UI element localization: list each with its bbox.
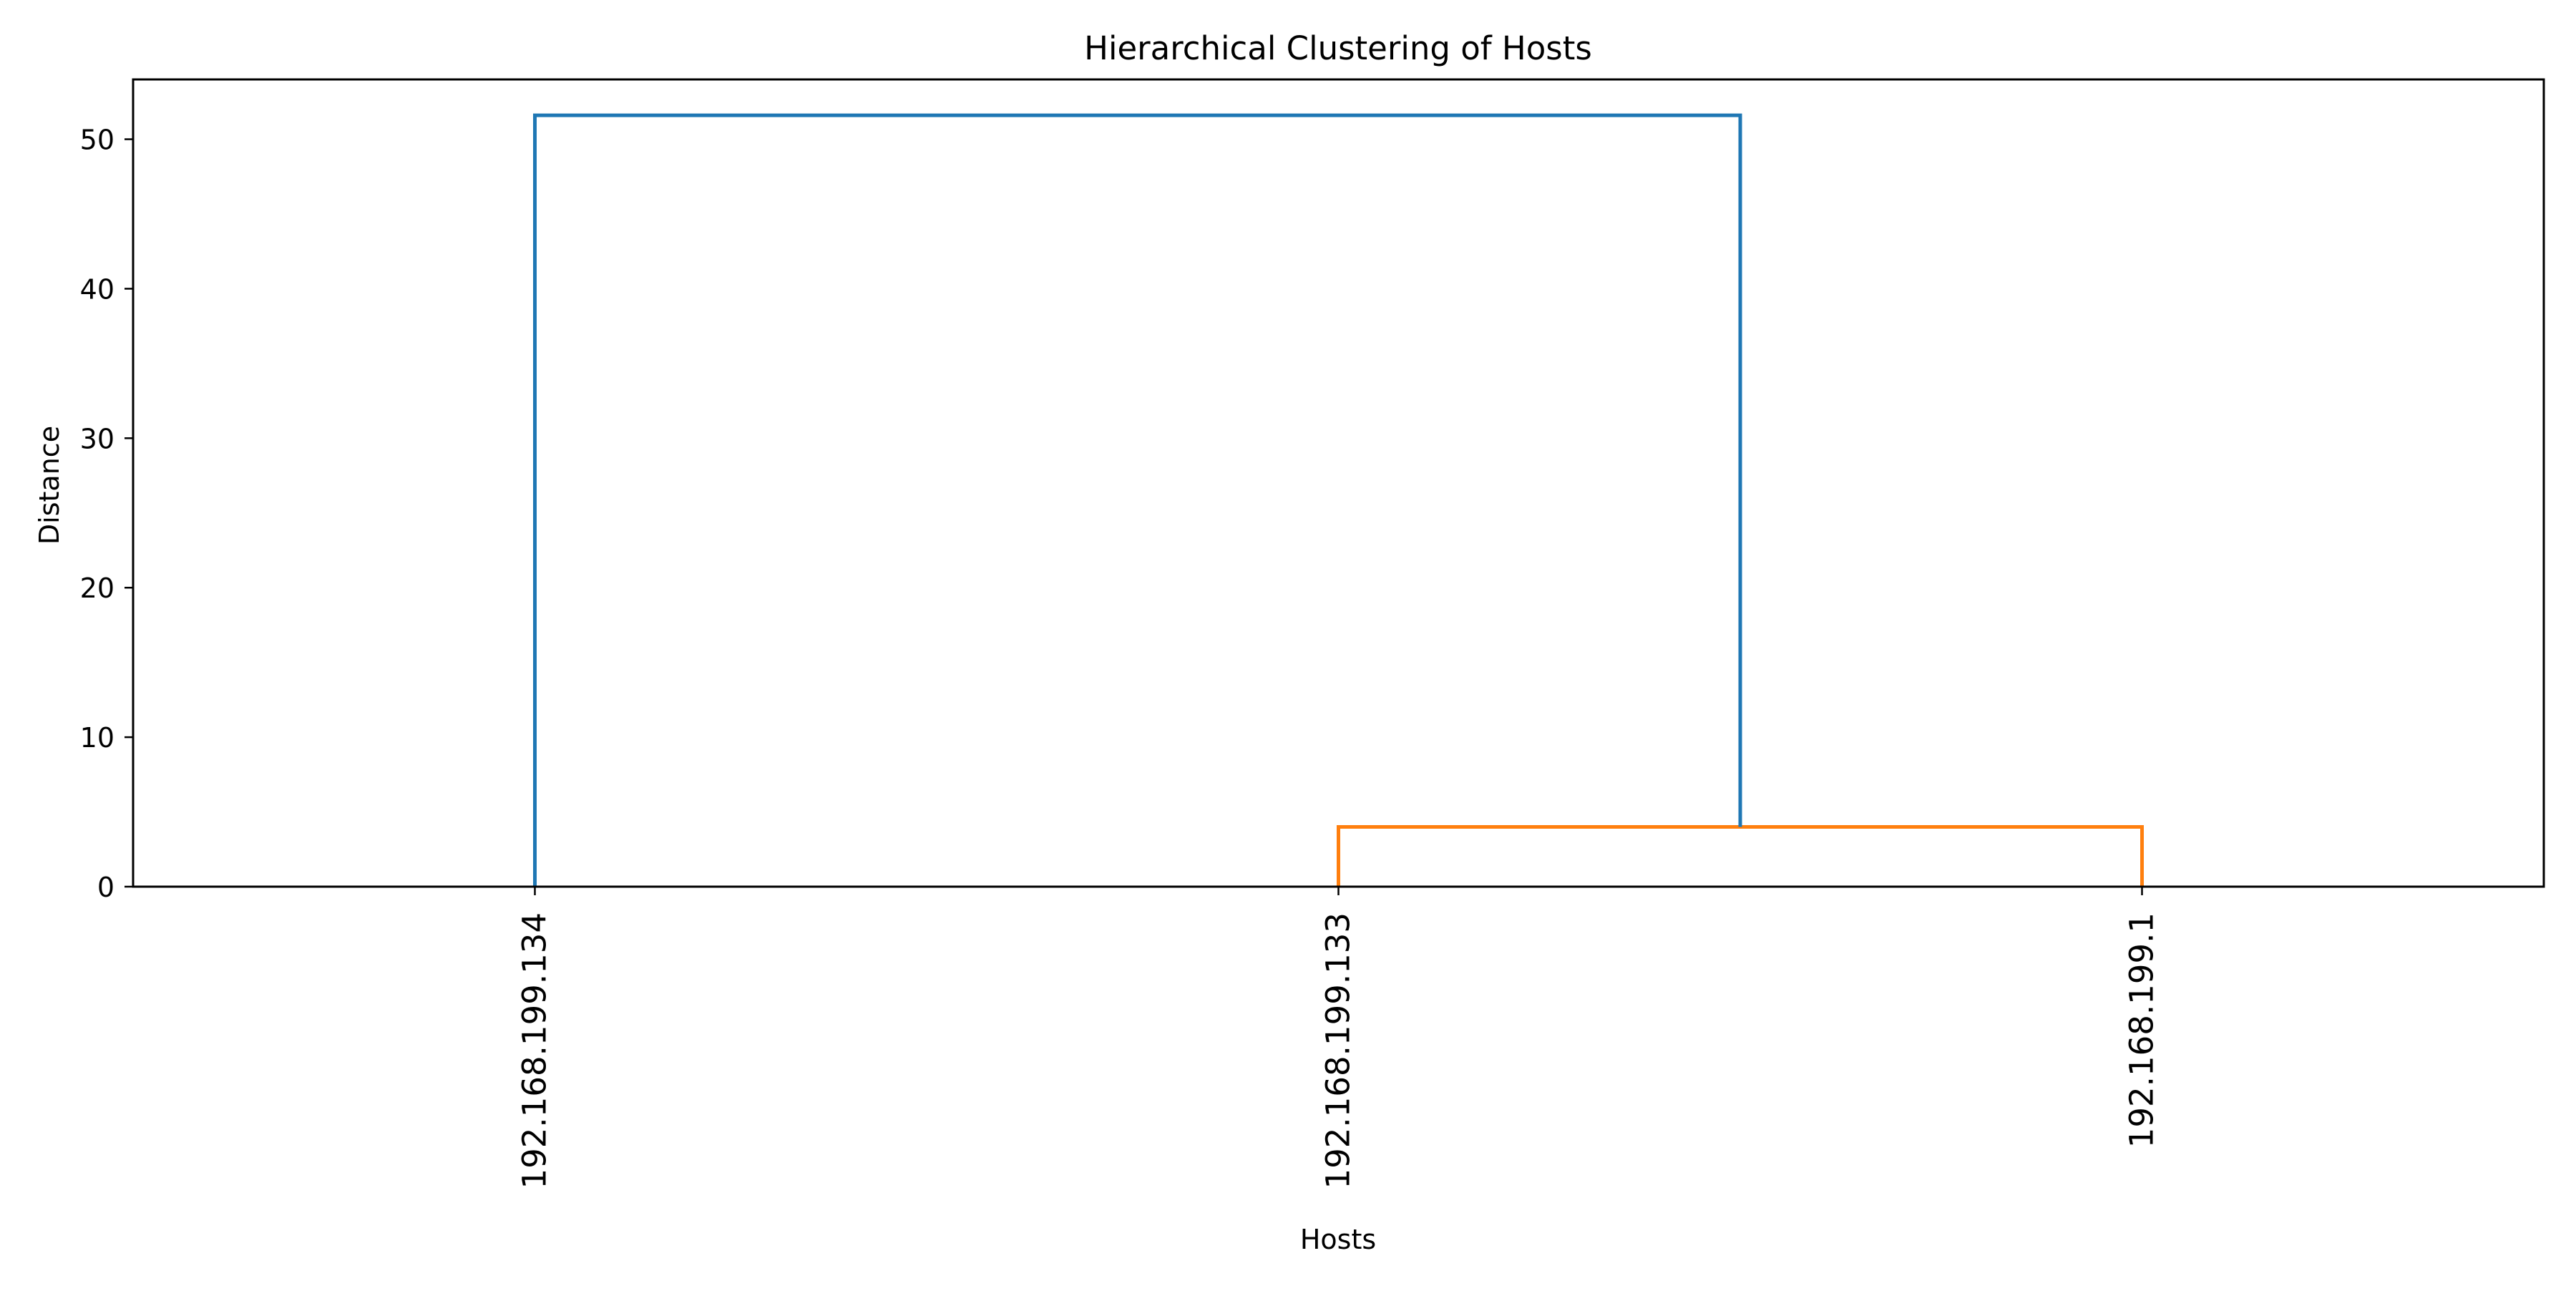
plot-area: [533, 113, 2144, 887]
y-tick-label: 40: [80, 273, 114, 305]
y-tick-label: 10: [80, 722, 114, 754]
y-tick-label: 50: [80, 125, 114, 156]
x-axis: 192.168.199.134 192.168.199.133 192.168.19…: [516, 887, 2161, 1189]
chart-title: Hierarchical Clustering of Hosts: [1084, 29, 1592, 67]
dendrogram-link-2: [533, 113, 1742, 887]
x-axis-label: Hosts: [1300, 1224, 1376, 1255]
axes-frame: [132, 78, 2545, 888]
y-axis: 0 10 20 30 40 50: [80, 125, 133, 903]
x-tick-label: 192.168.199.134: [516, 912, 554, 1189]
y-tick-label: 30: [80, 423, 114, 454]
y-axis-label: Distance: [34, 426, 65, 545]
y-tick-label: 0: [97, 872, 114, 903]
y-tick-label: 20: [80, 573, 114, 604]
x-tick-label: 192.168.199.133: [1319, 912, 1357, 1189]
x-tick-label: 192.168.199.1: [2123, 912, 2161, 1148]
